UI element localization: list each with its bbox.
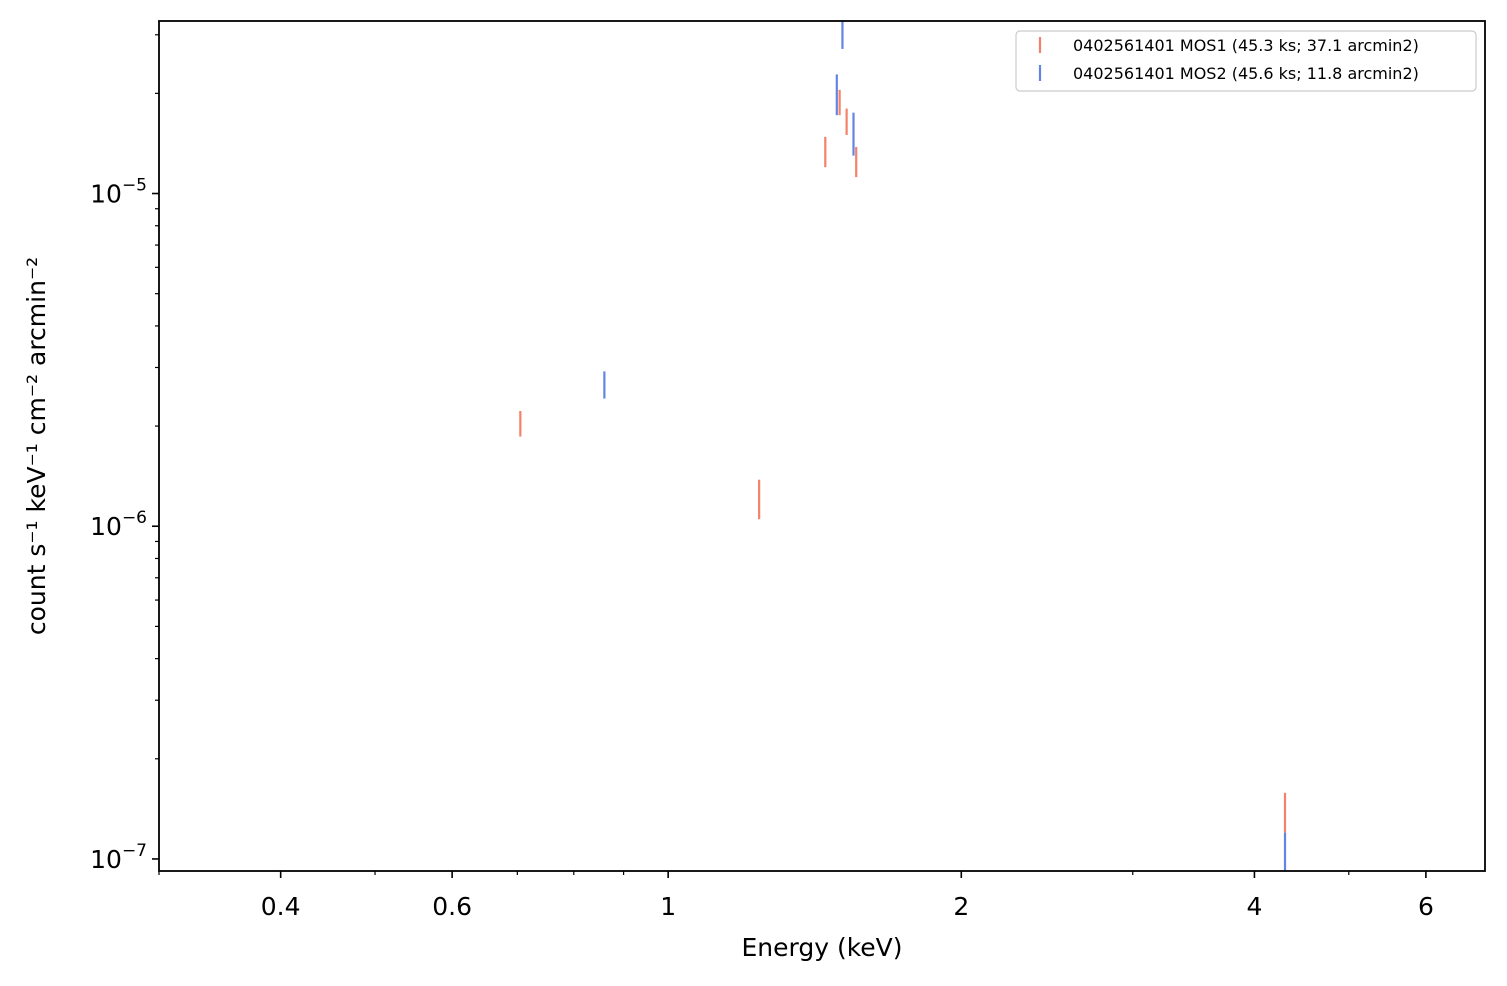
y-tick-exponent: −5 <box>122 176 147 196</box>
legend-box <box>1015 30 1477 92</box>
y-tick-label: 10−5 <box>90 176 147 209</box>
y-tick-label: 10−6 <box>90 508 147 541</box>
y-axis-ticks: 10−510−610−7 <box>90 34 159 874</box>
y-tick-base: 10 <box>90 845 122 874</box>
legend: 0402561401 MOS1 (45.3 ks; 37.1 arcmin2) 0… <box>1015 30 1477 92</box>
x-tick-label: 4 <box>1246 892 1262 921</box>
x-tick-label: 1 <box>660 892 676 921</box>
legend-label-series-1: 0402561401 MOS1 (45.3 ks; 37.1 arcmin2) <box>1073 36 1419 55</box>
y-tick-base: 10 <box>90 512 122 541</box>
x-tick-label: 0.4 <box>261 892 301 921</box>
x-tick-label: 2 <box>953 892 969 921</box>
y-axis-title: count s⁻¹ keV⁻¹ cm⁻² arcmin⁻² <box>22 257 51 635</box>
x-axis-ticks: 0.4 0.6 1 2 4 6 <box>158 871 1434 921</box>
y-tick-label: 10−7 <box>90 841 147 874</box>
y-tick-exponent: −7 <box>122 841 147 861</box>
y-tick-exponent: −6 <box>122 508 147 528</box>
plot-frame <box>158 20 1486 872</box>
y-tick-base: 10 <box>90 180 122 209</box>
legend-label-series-2: 0402561401 MOS2 (45.6 ks; 11.8 arcmin2) <box>1073 64 1419 83</box>
x-tick-label: 6 <box>1418 892 1434 921</box>
x-tick-label: 0.6 <box>432 892 472 921</box>
x-axis-title: Energy (keV) <box>741 933 902 962</box>
data-marks <box>519 21 1287 871</box>
